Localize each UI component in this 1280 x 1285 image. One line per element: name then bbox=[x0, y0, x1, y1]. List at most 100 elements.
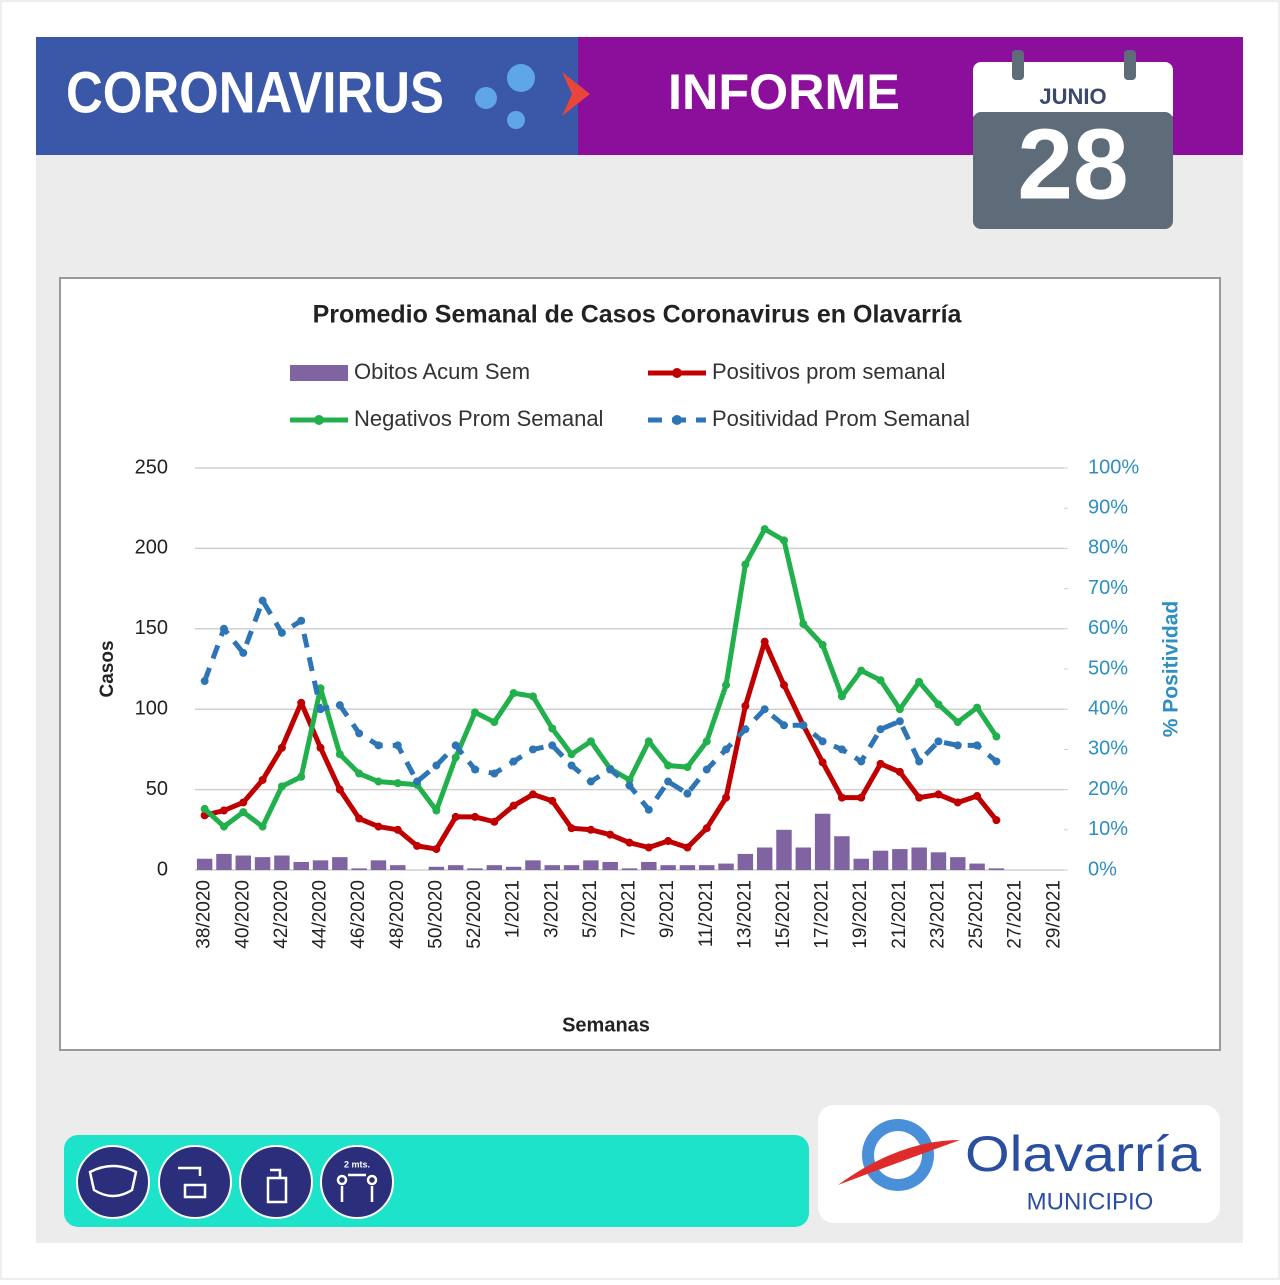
marker bbox=[741, 560, 750, 569]
marker bbox=[857, 757, 866, 766]
marker bbox=[258, 775, 267, 784]
x-tick-label: 15/2021 bbox=[773, 880, 794, 949]
legend-marker bbox=[314, 415, 324, 425]
marker bbox=[818, 737, 827, 746]
header-subtitle: INFORME bbox=[668, 64, 900, 120]
marker bbox=[973, 703, 982, 712]
marker bbox=[779, 681, 788, 690]
marker bbox=[934, 737, 943, 746]
x-tick-label: 48/2020 bbox=[387, 880, 408, 949]
marker bbox=[297, 772, 306, 781]
marker bbox=[374, 741, 383, 750]
x-tick-label: 9/2021 bbox=[657, 880, 678, 938]
legend-label: Positivos prom semanal bbox=[712, 359, 946, 384]
bar bbox=[776, 829, 792, 870]
calendar-day: 28 bbox=[1017, 108, 1128, 220]
legend-swatch bbox=[290, 365, 348, 381]
marker bbox=[471, 812, 480, 821]
marker bbox=[837, 793, 846, 802]
care-icons bbox=[76, 1145, 394, 1219]
x-tick-label: 40/2020 bbox=[232, 880, 253, 949]
bar bbox=[795, 847, 812, 870]
legend-label: Positividad Prom Semanal bbox=[712, 406, 970, 431]
marker bbox=[683, 763, 692, 772]
marker bbox=[432, 761, 441, 770]
chart-title: Promedio Semanal de Casos Coronavirus en… bbox=[313, 301, 963, 329]
marker bbox=[818, 758, 827, 767]
marker bbox=[471, 708, 480, 717]
marker bbox=[895, 767, 904, 776]
marker bbox=[644, 737, 653, 746]
bar bbox=[853, 858, 869, 870]
x-tick-label: 52/2020 bbox=[464, 880, 485, 949]
y2-tick-label: 60% bbox=[1088, 617, 1128, 639]
marker bbox=[355, 729, 364, 738]
marker bbox=[664, 761, 673, 770]
marker bbox=[973, 741, 982, 750]
bar bbox=[544, 865, 560, 870]
x-tick-label: 25/2021 bbox=[966, 880, 987, 949]
bar bbox=[428, 866, 445, 870]
bar bbox=[660, 865, 676, 870]
marker bbox=[915, 677, 924, 686]
marker bbox=[992, 732, 1001, 741]
y2-tick-label: 10% bbox=[1088, 818, 1128, 840]
x-tick-label: 50/2020 bbox=[425, 880, 446, 949]
marker bbox=[799, 721, 808, 730]
bar bbox=[834, 836, 850, 870]
bar bbox=[583, 860, 599, 870]
marker bbox=[606, 830, 615, 839]
marker bbox=[606, 765, 615, 774]
bar bbox=[679, 865, 696, 870]
y2-tick-label: 0% bbox=[1088, 858, 1117, 880]
bar bbox=[505, 866, 522, 870]
x-tick-label: 27/2021 bbox=[1005, 880, 1026, 949]
y2-tick-label: 40% bbox=[1088, 697, 1128, 719]
marker bbox=[413, 777, 422, 786]
bar bbox=[525, 860, 541, 870]
marker bbox=[393, 741, 402, 750]
bar bbox=[235, 855, 252, 870]
y2-tick-label: 100% bbox=[1088, 456, 1139, 478]
x-tick-label: 23/2021 bbox=[927, 880, 948, 949]
marker bbox=[335, 750, 344, 759]
bar bbox=[737, 853, 754, 870]
x-tick-label: 17/2021 bbox=[812, 880, 833, 949]
bar bbox=[621, 868, 638, 870]
bar bbox=[351, 868, 367, 870]
marker bbox=[953, 718, 962, 727]
marker bbox=[799, 619, 808, 628]
marker bbox=[895, 717, 904, 726]
bar bbox=[447, 865, 464, 870]
bar bbox=[911, 847, 927, 870]
marker bbox=[393, 825, 402, 834]
marker bbox=[471, 765, 480, 774]
marker bbox=[277, 743, 286, 752]
marker bbox=[934, 790, 943, 799]
marker bbox=[297, 616, 306, 625]
marker bbox=[548, 741, 557, 750]
marker bbox=[992, 757, 1001, 766]
y2-axis-title: % Positividad bbox=[1160, 601, 1183, 738]
marker bbox=[490, 817, 499, 826]
marker bbox=[200, 677, 209, 686]
marker bbox=[509, 801, 518, 810]
logo-mark bbox=[838, 1119, 960, 1191]
marker bbox=[432, 845, 441, 854]
bar bbox=[467, 868, 483, 870]
bar bbox=[563, 865, 580, 870]
y2-tick-label: 70% bbox=[1088, 577, 1128, 599]
marker bbox=[548, 796, 557, 805]
marker bbox=[567, 761, 576, 770]
bar bbox=[216, 853, 232, 870]
marker bbox=[258, 822, 267, 831]
marker bbox=[857, 793, 866, 802]
marker bbox=[876, 725, 885, 734]
marker bbox=[451, 753, 460, 762]
marker bbox=[316, 743, 325, 752]
bar bbox=[254, 857, 271, 870]
marker bbox=[895, 705, 904, 714]
bar bbox=[930, 852, 947, 870]
x-tick-label: 38/2020 bbox=[194, 880, 215, 949]
marker bbox=[702, 824, 711, 833]
